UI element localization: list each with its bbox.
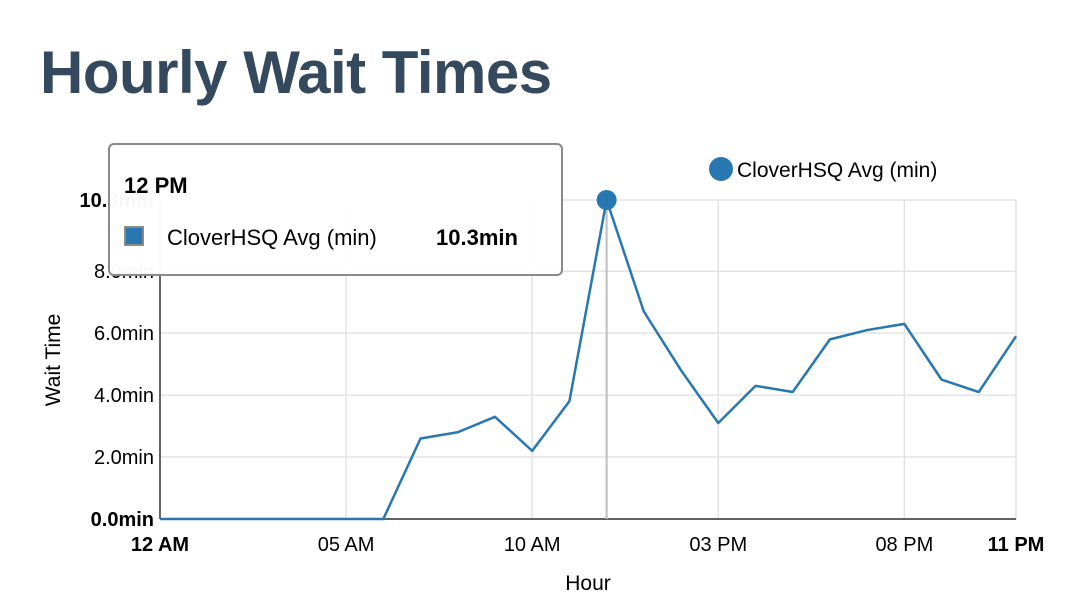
- chart-title: Hourly Wait Times: [40, 39, 552, 106]
- series-line-0: [160, 198, 1018, 521]
- x-axis-title: Hour: [565, 572, 611, 595]
- data-point[interactable]: [596, 190, 617, 210]
- tooltip-series-swatch: [124, 226, 144, 246]
- tooltip-title: 12 PM: [124, 173, 188, 198]
- x-tick-label: 05 AM: [318, 534, 375, 556]
- y-tick-label: 4.0min: [94, 385, 154, 407]
- y-tick-label: 2.0min: [94, 447, 154, 469]
- legend-label: CloverHSQ Avg (min): [737, 159, 937, 182]
- y-tick-label: 6.0min: [94, 323, 154, 345]
- x-tick-label: 03 PM: [689, 534, 747, 556]
- tooltip-value: 10.3min: [436, 225, 518, 250]
- x-tick-label: 11 PM: [988, 534, 1045, 556]
- x-tick-label: 12 AM: [131, 534, 189, 556]
- x-tick-label: 08 PM: [875, 534, 933, 556]
- legend-marker: [709, 157, 733, 181]
- x-tick-label: 10 AM: [504, 534, 561, 556]
- tooltip: 12 PM CloverHSQ Avg (min) 10.3min: [108, 143, 563, 276]
- y-tick-label: 0.0min: [91, 509, 154, 531]
- y-axis-title: Wait Time: [42, 314, 65, 407]
- tooltip-series-name: CloverHSQ Avg (min): [167, 225, 377, 250]
